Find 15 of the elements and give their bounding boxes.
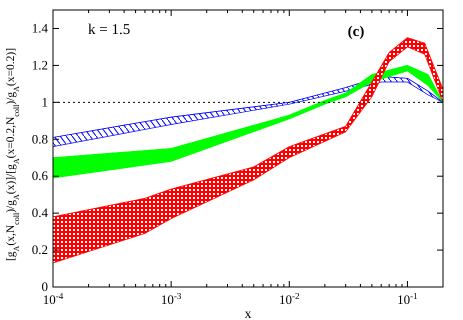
annotation: (c) — [348, 24, 364, 40]
y-tick-label: 1 — [42, 94, 48, 110]
y-tick-label: 0.4 — [32, 205, 48, 220]
x-tick-label: 10$^{-2}$ — [279, 291, 300, 307]
y-tick-label: 0.8 — [32, 131, 48, 146]
y-tick-label: 1.2 — [32, 57, 48, 72]
y-tick-label: 0.6 — [32, 168, 48, 184]
y-tick-label: 1.4 — [32, 20, 48, 36]
x-tick-label: 10$^{-4}$ — [42, 291, 64, 307]
x-axis-title: x — [244, 307, 252, 320]
x-tick-label: 10$^{-1}$ — [397, 291, 418, 307]
x-tick-label: 10$^{-3}$ — [160, 291, 182, 307]
y-tick-label: 0.2 — [32, 242, 48, 258]
annotation: k = 1.5 — [88, 22, 130, 38]
y-tick-label: 0 — [42, 279, 48, 294]
